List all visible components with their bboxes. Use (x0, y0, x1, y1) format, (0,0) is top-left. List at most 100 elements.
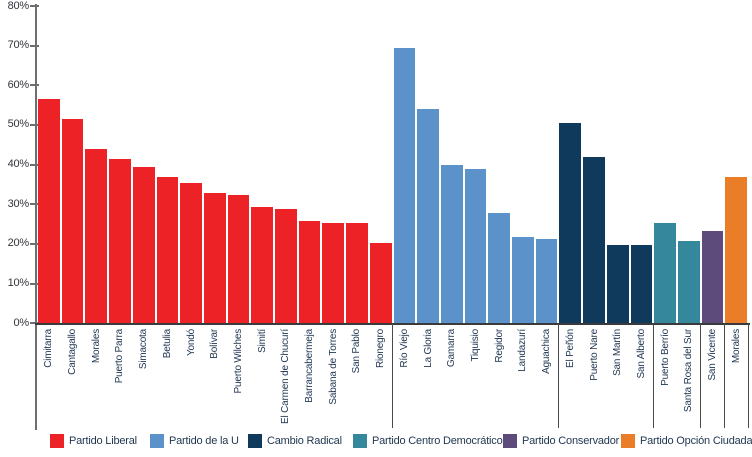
bar-simiti (251, 206, 274, 324)
y-tick (30, 282, 39, 285)
x-label-cell: Barrancabermeja (298, 329, 322, 431)
bar-slot (606, 6, 630, 324)
y-tick-label: 70% (7, 39, 30, 52)
bar-san-alberto (630, 244, 653, 324)
cambio-radical-swatch (248, 434, 262, 448)
bar-santa-rosa-del-sur (677, 240, 700, 324)
x-label-aguachica: Aguachica (541, 329, 553, 374)
x-label-cell: Simacota (132, 329, 156, 431)
bar-slot (132, 6, 156, 324)
bar-slot (487, 6, 511, 324)
legend-item-partido-opcion-ciudadana: Partido Opción Ciudadana (621, 434, 752, 448)
x-label-cell: Cantagallo (61, 329, 85, 431)
bar-el-carmen-de-chucuri (275, 208, 297, 324)
x-label-simacota: Simacota (138, 329, 150, 370)
y-tick (30, 5, 39, 7)
x-label-cell: Puerto Nare (582, 329, 606, 431)
x-label-cell: Morales (724, 329, 748, 431)
bar-rio-viejo (393, 47, 416, 324)
bar-slot (416, 6, 440, 324)
bar-san-vicente (701, 230, 724, 324)
bar-slot (535, 6, 559, 324)
x-label-cell: Betulia (156, 329, 180, 431)
x-label-simiti: Simití (256, 329, 268, 353)
x-label-san-pablo: San Pablo (351, 329, 363, 374)
group-divider (652, 324, 654, 428)
x-label-cell: San Alberto (630, 329, 654, 431)
x-label-cell: Santa Rosa del Sur (677, 329, 701, 431)
bar-bolivar (203, 192, 226, 324)
x-label-rio-viejo: Río Viejo (398, 329, 410, 368)
y-tick (30, 123, 39, 126)
y-tick (30, 203, 39, 206)
legend-item-partido-conservador: Partido Conservador (503, 434, 619, 448)
x-label-puerto-parra: Puerto Parra (114, 329, 126, 384)
x-label-cell: El Carmen de Chucurí (274, 329, 298, 431)
x-label-cell: Regidor (487, 329, 511, 431)
bars-row (37, 6, 748, 324)
x-label-puerto-nare: Puerto Nare (588, 329, 600, 381)
bar-aguachica (535, 238, 558, 324)
y-axis (35, 4, 37, 430)
bar-slot (61, 6, 85, 324)
y-tick-label: 30% (7, 197, 30, 210)
x-label-morales: Morales (730, 329, 742, 364)
x-label-cell: Puerto Wilches (227, 329, 251, 431)
bar-slot (369, 6, 393, 324)
bar-slot (701, 6, 725, 324)
x-label-san-martin: San Martín (612, 329, 624, 376)
bar-slot (464, 6, 488, 324)
x-label-cell: San Pablo (345, 329, 369, 431)
x-label-san-alberto: San Alberto (635, 329, 647, 379)
x-labels-row: Cimitarra Cantagallo Morales Puerto Parra Si… (37, 329, 748, 431)
bar-slot (37, 6, 61, 324)
bar-puerto-berrio (654, 222, 676, 324)
x-label-cell: San Martín (606, 329, 630, 431)
bar-cimitarra (38, 99, 60, 324)
bar-slot (203, 6, 227, 324)
y-tick (30, 163, 39, 166)
x-label-cell: Simití (250, 329, 274, 431)
partido-liberal-swatch (50, 434, 64, 448)
bar-yondo (180, 182, 202, 324)
legend-label: Partido de la U (169, 435, 239, 447)
y-tick (30, 242, 39, 245)
bar-morales (725, 176, 748, 324)
bar-morales (85, 149, 108, 324)
x-label-cell: Bolívar (203, 329, 227, 431)
group-divider (392, 324, 393, 428)
legend-label: Partido Opción Ciudadana (640, 435, 752, 447)
bar-gamarra (440, 165, 463, 324)
bar-slot (653, 6, 677, 324)
x-label-cimitarra: Cimitarra (43, 329, 55, 368)
bar-betulia (156, 176, 179, 324)
legend-label: Partido Conservador (522, 435, 620, 447)
legend-label: Partido Centro Democrático (372, 435, 503, 447)
y-tick (30, 44, 39, 47)
bar-slot (84, 6, 108, 324)
bar-tiquisio (464, 169, 487, 324)
bar-slot (345, 6, 369, 324)
partido-conservador-swatch (503, 434, 517, 448)
bar-el-penon (559, 123, 582, 324)
bar-slot (393, 6, 417, 324)
x-label-cell: Yondó (179, 329, 203, 431)
bar-slot (724, 6, 748, 324)
x-label-cell: El Peñón (558, 329, 582, 431)
group-divider (700, 324, 702, 428)
bar-la-gloria (417, 109, 439, 324)
y-tick-label: 50% (7, 118, 30, 131)
x-label-cell: Puerto Parra (108, 329, 132, 431)
y-tick-label: 60% (7, 78, 30, 91)
bar-slot (179, 6, 203, 324)
x-label-cell: Sabana de Torres (321, 329, 345, 431)
x-label-landazuri: Landazurí (517, 329, 529, 372)
y-tick (30, 84, 39, 87)
bar-slot (274, 6, 298, 324)
bar-simacota (132, 167, 155, 324)
x-label-cell: Río Viejo (393, 329, 417, 431)
x-label-barrancabermeja: Barrancabermeja (304, 329, 316, 403)
x-label-cell: San Vicente (701, 329, 725, 431)
partido-de-la-u-swatch (150, 434, 164, 448)
